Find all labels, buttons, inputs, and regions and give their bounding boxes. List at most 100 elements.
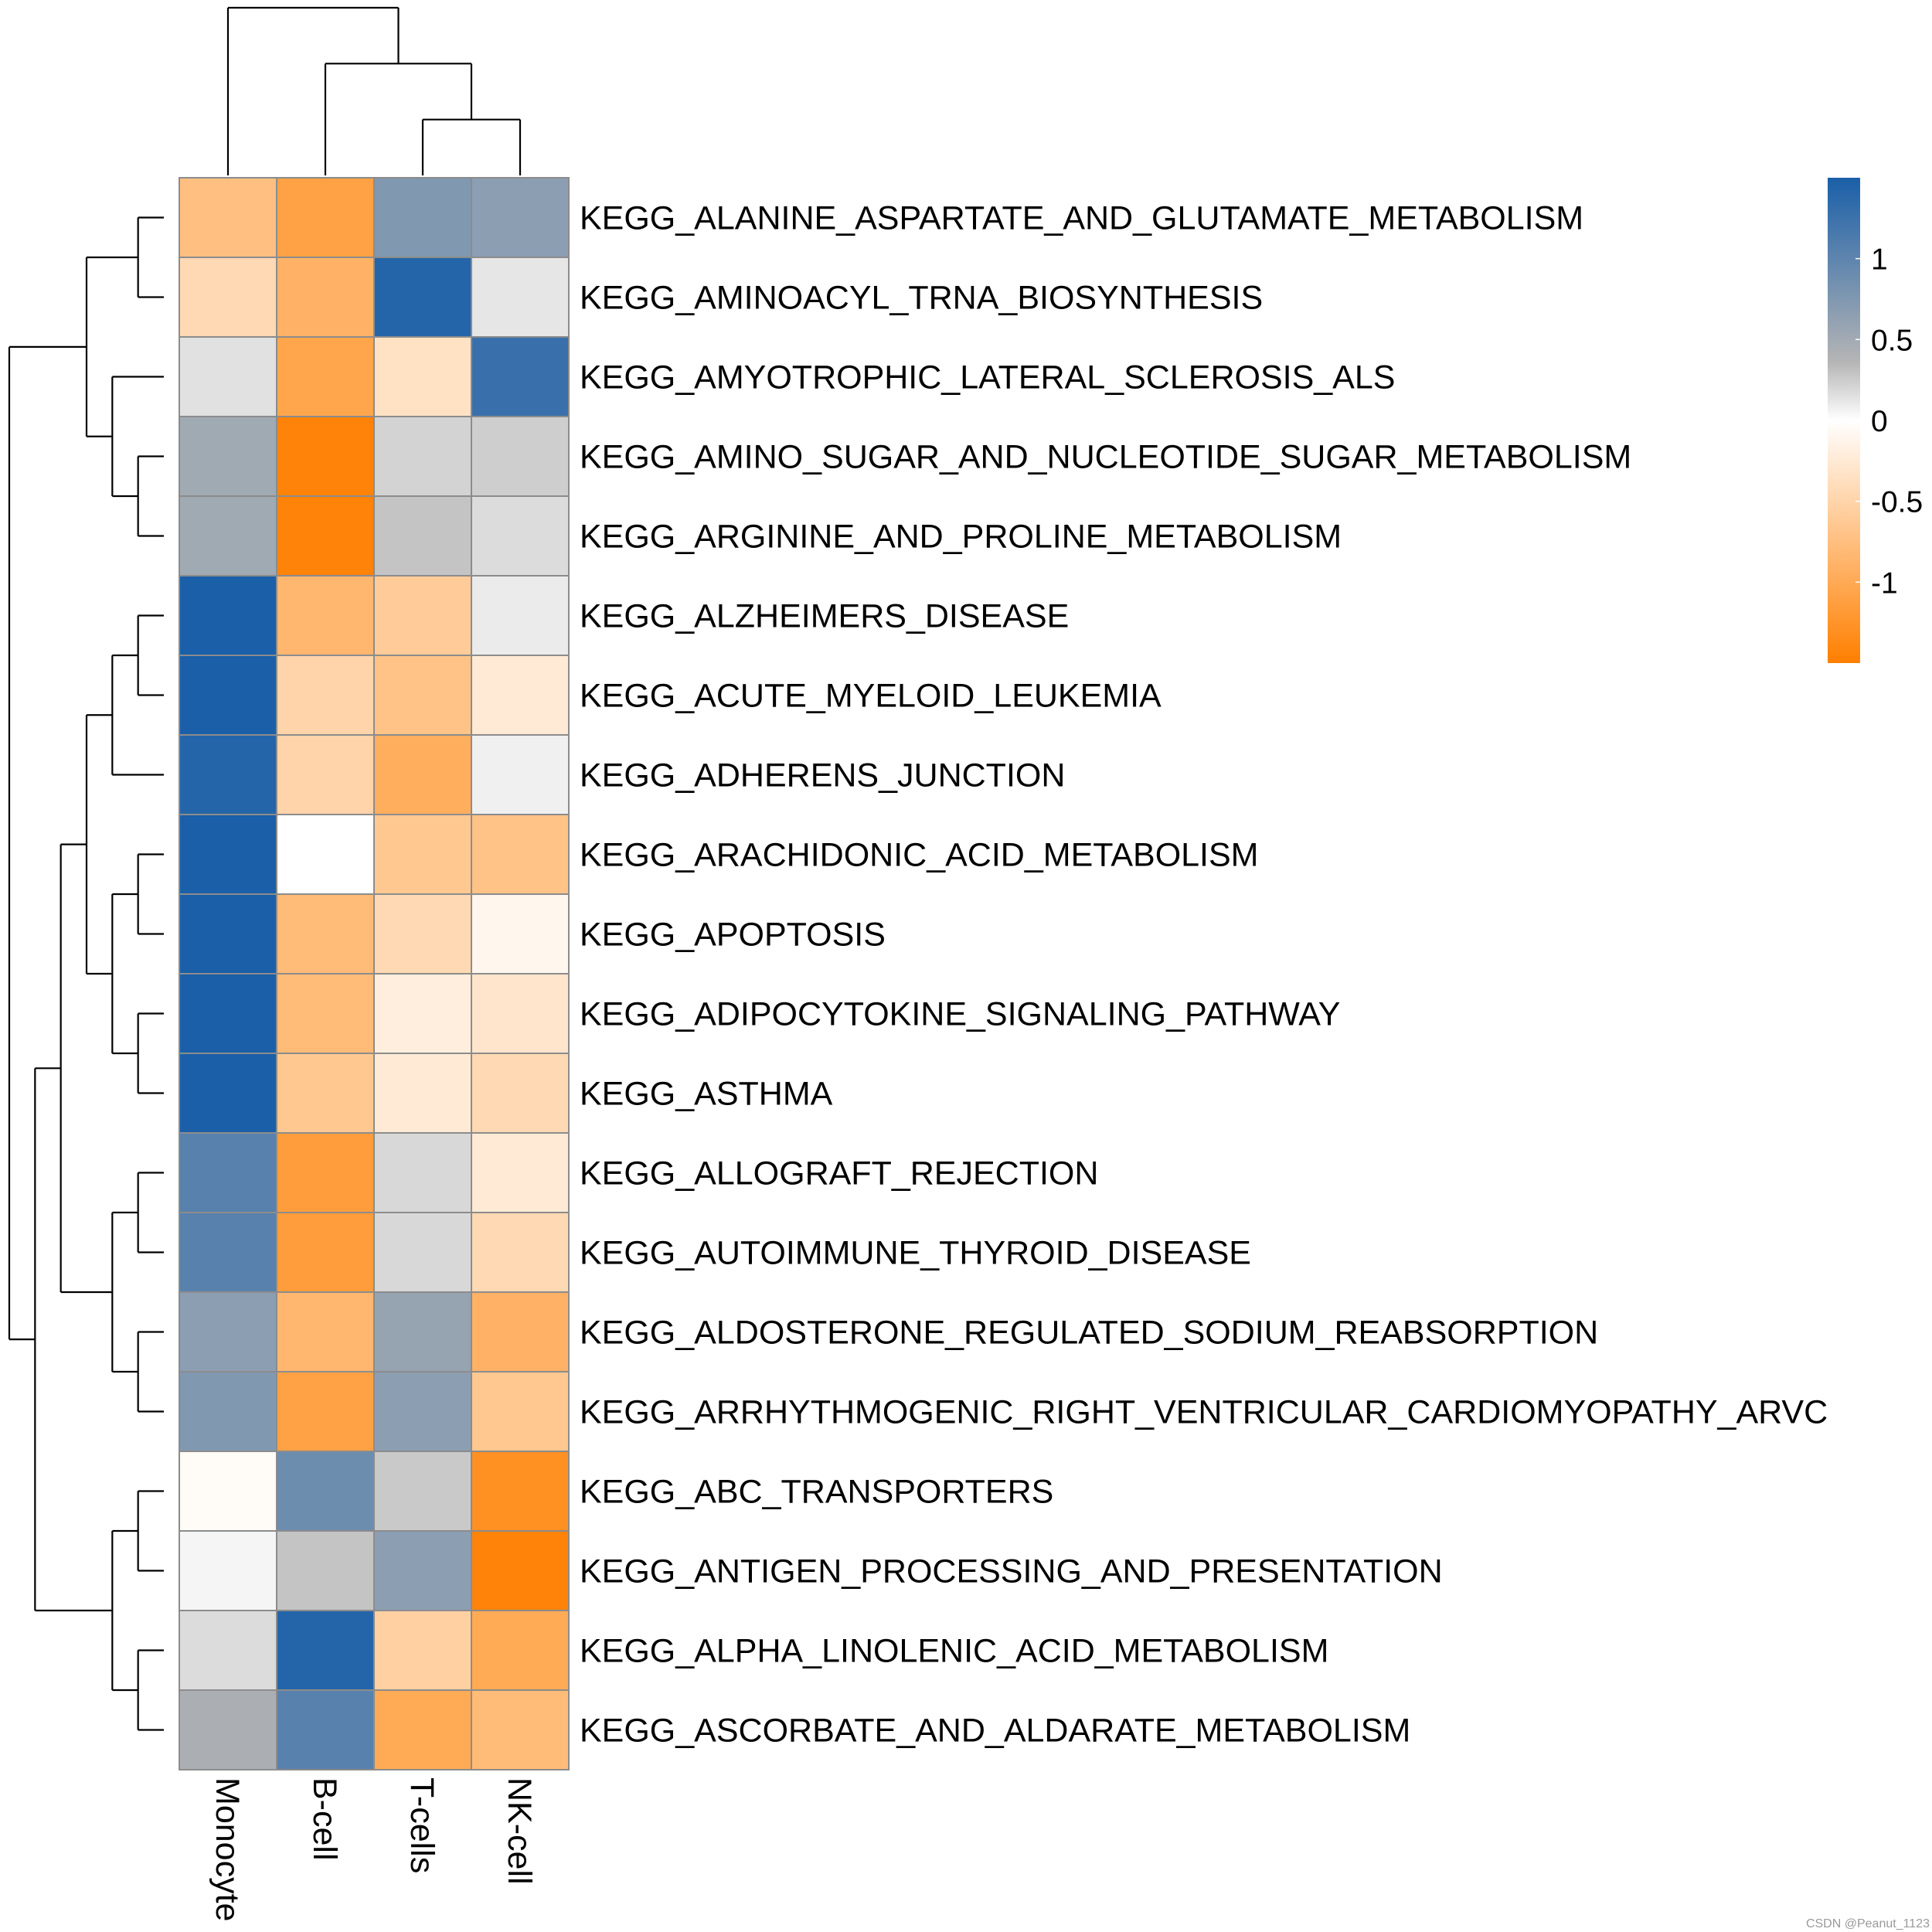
- heatmap-cell: [179, 257, 277, 338]
- heatmap-cell: [471, 1212, 570, 1293]
- column-labels: Monocyte B-cell T-cells NK-cell: [209, 1777, 538, 1921]
- heatmap-cell: [276, 1689, 375, 1770]
- legend-tick-label: 0: [1871, 405, 1888, 438]
- heatmap-cell: [373, 814, 472, 895]
- color-legend: 1 0.5 0 -0.5 -1: [1828, 178, 1923, 663]
- heatmap-cell: [373, 973, 472, 1054]
- heatmap-cell: [471, 416, 570, 497]
- heatmap-cell: [471, 973, 570, 1054]
- heatmap-cell: [373, 1689, 472, 1770]
- legend-tick-label: -0.5: [1871, 486, 1923, 519]
- column-dendrogram: [226, 6, 522, 175]
- row-label: KEGG_AUTOIMMUNE_THYROID_DISEASE: [580, 1235, 1251, 1272]
- row-label: KEGG_ARGININE_AND_PROLINE_METABOLISM: [580, 519, 1342, 556]
- heatmap-cell: [276, 575, 375, 656]
- row-label: KEGG_ASTHMA: [580, 1076, 833, 1113]
- row-label: KEGG_ARRHYTHMOGENIC_RIGHT_VENTRICULAR_CA…: [580, 1394, 1828, 1431]
- heatmap-cell: [373, 1053, 472, 1134]
- heatmap-cell: [179, 495, 277, 577]
- heatmap-cell: [373, 1132, 472, 1213]
- heatmap-cell: [373, 893, 472, 975]
- row-label: KEGG_APOPTOSIS: [580, 917, 886, 954]
- heatmap-cell: [276, 1291, 375, 1372]
- heatmap-cell: [373, 1212, 472, 1293]
- row-label: KEGG_ANTIGEN_PROCESSING_AND_PRESENTATION: [580, 1553, 1443, 1590]
- row-label: KEGG_ABC_TRANSPORTERS: [580, 1474, 1053, 1511]
- heatmap-cell: [179, 575, 277, 656]
- heatmap-cell: [471, 1451, 570, 1532]
- heatmap-cell: [471, 1371, 570, 1452]
- heatmap-cell: [276, 336, 375, 417]
- heatmap-cell: [276, 1451, 375, 1532]
- heatmap-cell: [373, 1291, 472, 1372]
- heatmap-cell: [179, 1610, 277, 1691]
- column-label: Monocyte: [209, 1777, 246, 1921]
- row-label: KEGG_ASCORBATE_AND_ALDARATE_METABOLISM: [580, 1713, 1410, 1750]
- heatmap-cell: [471, 1610, 570, 1691]
- row-label: KEGG_ALANINE_ASPARTATE_AND_GLUTAMATE_MET…: [580, 200, 1583, 237]
- heatmap-cell: [276, 1530, 375, 1611]
- legend-color-bar: [1828, 178, 1860, 663]
- heatmap-cell: [471, 1689, 570, 1770]
- heatmap-cell: [471, 655, 570, 736]
- heatmap-cell: [179, 1212, 277, 1293]
- heatmap-cell: [373, 655, 472, 736]
- heatmap-cell: [276, 655, 375, 736]
- heatmap-cell: [179, 336, 277, 417]
- row-label: KEGG_ALDOSTERONE_REGULATED_SODIUM_REABSO…: [580, 1315, 1598, 1352]
- heatmap-cell: [471, 1530, 570, 1611]
- watermark: CSDN @Peanut_1123: [1806, 1917, 1930, 1930]
- column-label: NK-cell: [501, 1777, 538, 1885]
- heatmap-cell: [276, 1132, 375, 1213]
- heatmap-cell: [276, 1371, 375, 1452]
- heatmap-cell: [276, 893, 375, 975]
- row-label: KEGG_ARACHIDONIC_ACID_METABOLISM: [580, 837, 1259, 874]
- heatmap-cell: [471, 336, 570, 417]
- heatmap-cell: [179, 655, 277, 736]
- heatmap-cell: [373, 177, 472, 258]
- heatmap-cell: [179, 893, 277, 975]
- heatmap-cell: [276, 416, 375, 497]
- heatmap-cell: [373, 734, 472, 815]
- legend-ticks: 1 0.5 0 -0.5 -1: [1855, 243, 1923, 600]
- row-label: KEGG_ALPHA_LINOLENIC_ACID_METABOLISM: [580, 1633, 1328, 1670]
- heatmap-cell: [179, 1053, 277, 1134]
- heatmap-cell: [276, 814, 375, 895]
- heatmap-cell: [471, 814, 570, 895]
- row-label: KEGG_ADHERENS_JUNCTION: [580, 757, 1065, 794]
- heatmap-cell: [179, 814, 277, 895]
- legend-tick-label: 1: [1871, 243, 1888, 277]
- heatmap-cell: [471, 495, 570, 577]
- heatmap-cell: [179, 1530, 277, 1611]
- row-label: KEGG_ALLOGRAFT_REJECTION: [580, 1155, 1098, 1192]
- heatmap-cell: [179, 177, 277, 258]
- heatmap-cell: [373, 575, 472, 656]
- heatmap-cell: [471, 734, 570, 815]
- legend-tick-label: -1: [1871, 566, 1898, 600]
- row-label: KEGG_ADIPOCYTOKINE_SIGNALING_PATHWAY: [580, 996, 1340, 1033]
- column-label: B-cell: [306, 1777, 343, 1861]
- row-label: KEGG_ACUTE_MYELOID_LEUKEMIA: [580, 678, 1162, 715]
- heatmap-cell: [373, 1530, 472, 1611]
- column-label: T-cells: [403, 1777, 440, 1873]
- heatmap-cell: [471, 257, 570, 338]
- heatmap-cell: [471, 1132, 570, 1213]
- heatmap-cell: [373, 1451, 472, 1532]
- row-label: KEGG_AMYOTROPHIC_LATERAL_SCLEROSIS_ALS: [580, 359, 1395, 396]
- heatmap-cell: [276, 495, 375, 577]
- heatmap-cell: [373, 1610, 472, 1691]
- heatmap-cell: [179, 1132, 277, 1213]
- heatmap-cell: [471, 1291, 570, 1372]
- heatmap-cell: [179, 734, 277, 815]
- heatmap-cell: [471, 575, 570, 656]
- heatmap-cell: [471, 1053, 570, 1134]
- heatmap-cell: [179, 1291, 277, 1372]
- heatmap-cell: [179, 416, 277, 497]
- heatmap-cell: [179, 1371, 277, 1452]
- heatmap-cell: [471, 893, 570, 975]
- heatmap-cell: [179, 973, 277, 1054]
- row-label: KEGG_AMINO_SUGAR_AND_NUCLEOTIDE_SUGAR_ME…: [580, 439, 1631, 476]
- heatmap-cell: [179, 1689, 277, 1770]
- heatmap-cell: [276, 1053, 375, 1134]
